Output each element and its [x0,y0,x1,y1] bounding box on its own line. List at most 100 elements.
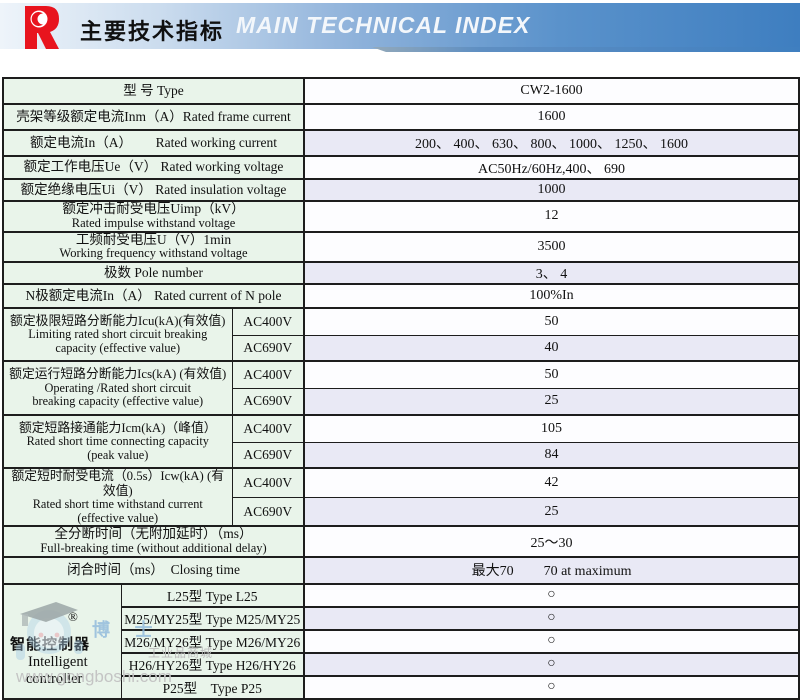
brand-logo-r-icon [25,6,59,49]
row-label-cn: 额定冲击耐受电压Uimp（kV） [62,201,245,216]
voltage-cell: AC400V [232,414,306,443]
row-icm-ac400: 额定短路接通能力Icm(kA)（峰值） Rated short time con… [3,414,800,469]
group-label-en: capacity (effective value) [55,340,181,355]
controller-type-label: M25/MY25型 Type M25/MY25 [121,605,306,630]
row-value: 1000 [304,178,800,201]
row-value: 3500 [304,230,800,263]
row-label-cn: 工频耐受电压U（V）1min [75,231,232,247]
row-label-en: Working frequency withstand voltage [59,246,248,261]
banner-edge-decoration [372,47,800,52]
row-label: N极额定电流In（A） Rated current of N pole [3,283,306,309]
group-label-cn: 额定短时耐受电流（0.5s）Icw(kA) (有效值) [11,469,225,498]
row-frequency-voltage: 工频耐受电压U（V）1min Working frequency withsta… [3,230,800,263]
group-label-en: (effective value) [77,510,159,525]
row-value: 200、 400、 630、 800、 1000、 1250、 1600 [304,129,800,156]
row-ics-ac400: 额定运行短路分断能力Ics(kA) (有效值) Operating /Rated… [3,360,800,416]
controller-label-cn: 智能控制器 [10,636,91,653]
registered-mark: ® [68,608,78,624]
row-working-current: 额定电流In（A） Rated working current 200、 400… [3,129,800,156]
voltage-cell: AC400V [232,467,306,498]
row-label: 额定冲击耐受电压Uimp（kV） Rated impulse withstand… [3,200,306,232]
voltage-cell: AC690V [232,441,306,469]
row-value: CW2-1600 [304,77,800,104]
row-n-pole-current: N极额定电流In（A） Rated current of N pole 100%… [3,283,800,309]
availability-mark: ○ [304,628,800,653]
group-label-en: Limiting rated short circuit breaking [28,327,208,342]
row-value: 3、 4 [304,261,800,285]
voltage-cell: AC400V [232,307,306,336]
row-label-cn: 全分断时间（无附加延时）（ms） [54,526,253,542]
row-controller-m25: M25/MY25型 Type M25/MY25 ○ [3,605,800,630]
controller-type-label: P25型 Type P25 [121,674,306,699]
availability-mark: ○ [304,674,800,699]
row-controller-p25: P25型 Type P25 ○ [3,674,800,699]
row-closing-time: 闭合时间（ms） Closing time 最大70 70 at maximum [3,555,800,584]
spec-table: 型 号 Type CW2-1600 壳架等级额定电流Inm（A）Rated fr… [2,77,800,700]
row-controller-h26: H26/HY26型 Type H26/HY26 ○ [3,651,800,676]
group-label: 额定运行短路分断能力Ics(kA) (有效值) Operating /Rated… [3,360,233,416]
group-label-en: Operating /Rated short circuit [44,380,192,395]
row-label: 额定工作电压Ue（V） Rated working voltage [3,155,306,179]
row-label: 闭合时间（ms） Closing time [3,555,306,584]
controller-type-label: L25型 Type L25 [121,582,306,607]
group-label-cn: 额定极限短路分断能力Icu(kA)(有效值) [10,313,226,328]
row-value: 100%In [304,283,800,309]
group-label: 额定极限短路分断能力Icu(kA)(有效值) Limiting rated sh… [3,307,233,362]
row-frame-current: 壳架等级额定电流Inm（A）Rated frame current 1600 [3,103,800,130]
group-label-cn: 额定运行短路分断能力Ics(kA) (有效值) [9,367,227,382]
row-value: 12 [304,200,800,232]
row-insulation-voltage: 额定绝缘电压Ui（V） Rated insulation voltage 100… [3,178,800,201]
row-icw-ac690: AC690V 25 [3,497,800,527]
row-working-voltage: 额定工作电压Ue（V） Rated working voltage AC50Hz… [3,155,800,179]
row-label: 额定绝缘电压Ui（V） Rated insulation voltage [3,178,306,201]
voltage-cell: AC690V [232,334,306,362]
row-value: 50 [304,307,800,336]
row-controller-m26: M26/MY26型 Type M26/MY26 ○ [3,628,800,653]
row-value: 50 [304,360,800,389]
row-value: 25 [304,387,800,416]
row-label: 额定电流In（A） Rated working current [3,129,306,156]
page-title-chinese: 主要技术指标 [80,19,225,44]
group-label-en: (peak value) [87,447,149,462]
brand-logo-icon [22,6,60,49]
row-label-en: Rated impulse withstand voltage [71,215,236,230]
controller-label-en: Intelligent [28,653,88,670]
availability-mark: ○ [304,651,800,676]
row-icw-ac400: 额定短时耐受电流（0.5s）Icw(kA) (有效值) Rated short … [3,467,800,527]
row-value: AC50Hz/60Hz,400、 690 [304,155,800,179]
row-icu-ac400: 额定极限短路分断能力Icu(kA)(有效值) Limiting rated sh… [3,307,800,362]
row-impulse-voltage: 额定冲击耐受电压Uimp（kV） Rated impulse withstand… [3,200,800,232]
row-value: 40 [304,334,800,362]
group-label-en: Rated short time connecting capacity [26,434,209,449]
availability-mark: ○ [304,605,800,630]
row-value: 25 [304,497,800,527]
header-banner: 主要技术指标 MAIN TECHNICAL INDEX [0,3,800,49]
row-value: 25～30 [304,525,800,557]
closing-value-cn: 最大70 [471,564,514,580]
controller-type-label: H26/HY26型 Type H26/HY26 [121,651,306,676]
row-ics-ac690: AC690V 25 [3,387,800,416]
row-value: 105 [304,414,800,443]
row-full-breaking-time: 全分断时间（无附加延时）（ms） Full-breaking time (wit… [3,525,800,557]
voltage-cell: AC400V [232,360,306,389]
group-label: 额定短路接通能力Icm(kA)（峰值） Rated short time con… [3,414,233,469]
row-type: 型 号 Type CW2-1600 [3,77,800,104]
group-label-en: breaking capacity (effective value) [32,394,204,409]
row-controller-l25: ® 智能控制器 Intelligent controller L25型 Type… [3,582,800,699]
controller-merged-cell: ® 智能控制器 Intelligent controller [3,582,122,699]
group-label: 额定短时耐受电流（0.5s）Icw(kA) (有效值) Rated short … [3,467,233,527]
row-label: 工频耐受电压U（V）1min Working frequency withsta… [3,230,306,263]
row-icu-ac690: AC690V 40 [3,334,800,362]
row-label-en: Full-breaking time (without additional d… [40,541,267,556]
row-value: 42 [304,467,800,498]
row-label: 型 号 Type [3,77,306,104]
controller-type-label: M26/MY26型 Type M26/MY26 [121,628,306,653]
voltage-cell: AC690V [232,497,306,527]
row-pole-number: 极数 Pole number 3、 4 [3,261,800,285]
row-label: 极数 Pole number [3,261,306,285]
closing-value-en: 70 at maximum [543,564,632,580]
controller-label-en: controller [26,670,83,687]
page-title-english: MAIN TECHNICAL INDEX [236,12,531,38]
row-label: 壳架等级额定电流Inm（A）Rated frame current [3,103,306,130]
